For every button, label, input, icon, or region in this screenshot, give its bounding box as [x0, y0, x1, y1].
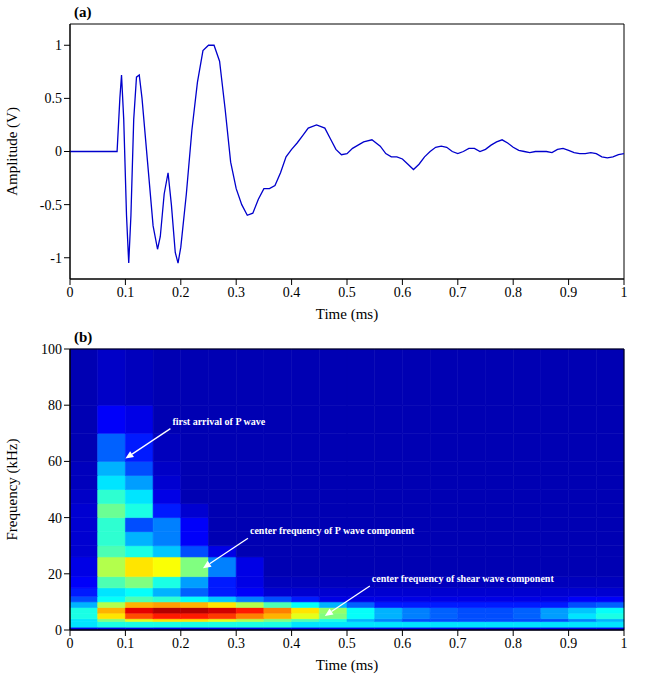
svg-text:Time (ms): Time (ms): [316, 306, 378, 323]
svg-text:0.3: 0.3: [227, 285, 245, 300]
svg-text:0.1: 0.1: [117, 285, 135, 300]
svg-text:20: 20: [48, 567, 62, 582]
svg-text:60: 60: [48, 454, 62, 469]
svg-text:0.9: 0.9: [560, 636, 578, 651]
svg-text:0.4: 0.4: [283, 285, 301, 300]
svg-text:0.5: 0.5: [45, 91, 63, 106]
svg-text:0.2: 0.2: [172, 636, 190, 651]
svg-text:first arrival of P wave: first arrival of P wave: [172, 416, 265, 427]
svg-text:0.5: 0.5: [338, 636, 356, 651]
svg-text:Time (ms): Time (ms): [316, 657, 378, 674]
svg-text:0.8: 0.8: [504, 285, 522, 300]
html-text:(a): (a): [74, 4, 92, 20]
svg-text:center frequency of shear wave: center frequency of shear wave component: [372, 573, 555, 584]
svg-text:0: 0: [67, 285, 74, 300]
svg-text:0.1: 0.1: [117, 636, 135, 651]
svg-text:0: 0: [67, 636, 74, 651]
svg-text:100: 100: [41, 342, 62, 357]
svg-text:1: 1: [621, 636, 628, 651]
svg-text:0.5: 0.5: [338, 285, 356, 300]
svg-text:center frequency of P wave com: center frequency of P wave component: [250, 525, 415, 536]
svg-text:0.7: 0.7: [449, 285, 467, 300]
svg-text:-0.5: -0.5: [40, 198, 62, 213]
svg-text:0.4: 0.4: [283, 636, 301, 651]
svg-text:1: 1: [621, 285, 628, 300]
svg-text:0: 0: [55, 144, 62, 159]
html-text:(b): (b): [74, 329, 93, 345]
svg-text:0.3: 0.3: [227, 636, 245, 651]
svg-text:0.6: 0.6: [394, 636, 412, 651]
svg-text:-1: -1: [50, 251, 62, 266]
svg-text:Amplitude (V): Amplitude (V): [4, 107, 21, 196]
svg-text:80: 80: [48, 398, 62, 413]
svg-text:0.6: 0.6: [394, 285, 412, 300]
svg-text:1: 1: [55, 38, 62, 53]
svg-text:0.7: 0.7: [449, 636, 467, 651]
svg-text:0.9: 0.9: [560, 285, 578, 300]
svg-text:0: 0: [55, 623, 62, 638]
svg-text:0.2: 0.2: [172, 285, 190, 300]
svg-text:Frequency (kHz): Frequency (kHz): [4, 438, 21, 540]
svg-text:0.8: 0.8: [504, 636, 522, 651]
svg-text:40: 40: [48, 511, 62, 526]
